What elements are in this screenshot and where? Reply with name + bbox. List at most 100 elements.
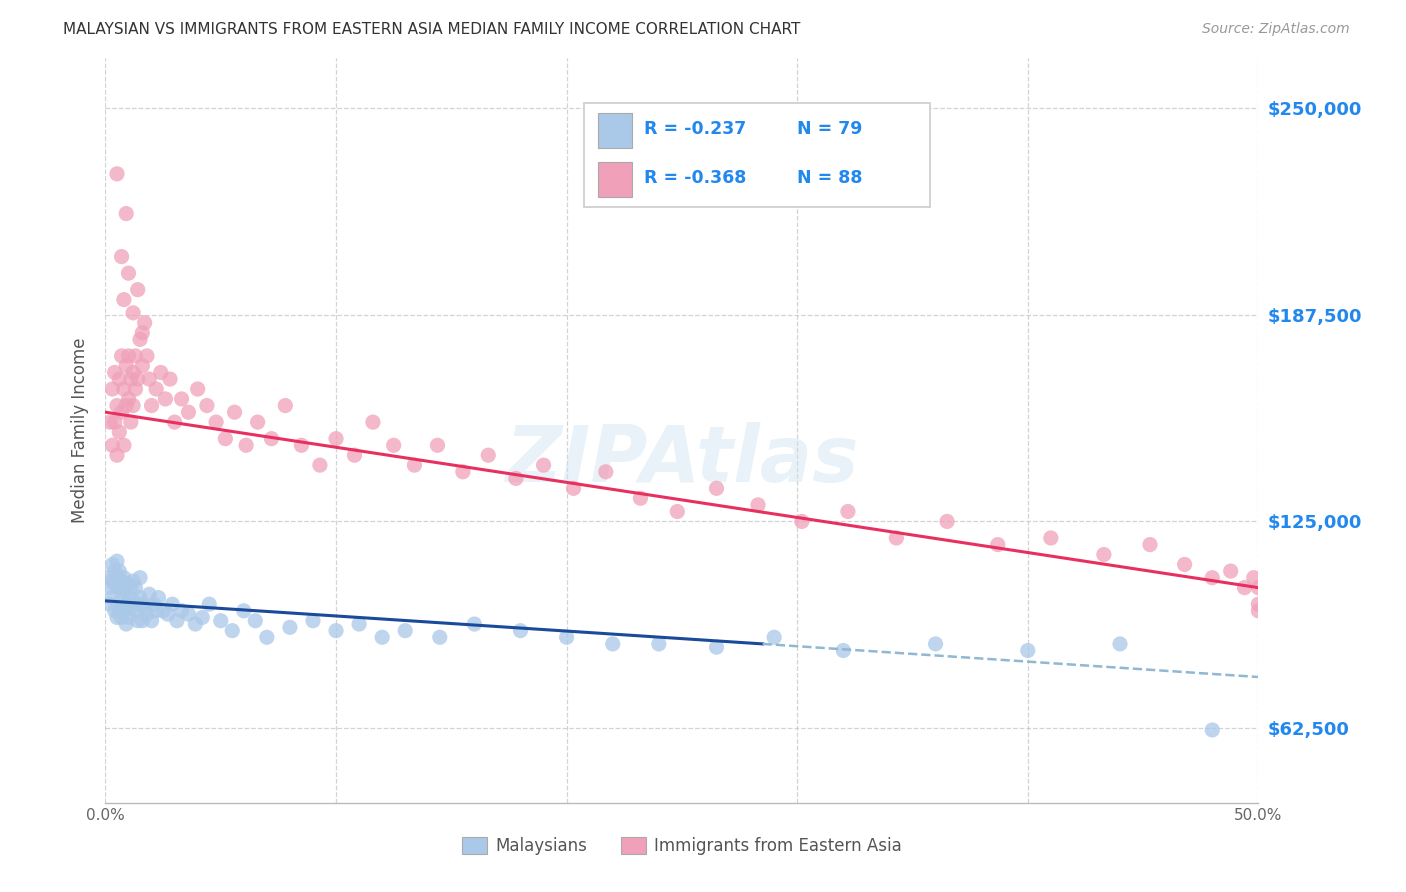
- Point: [177, 607, 200, 621]
- Point: [224, 405, 246, 419]
- Point: [246, 415, 269, 429]
- Point: [195, 399, 218, 413]
- Point: [1247, 604, 1270, 618]
- Point: [347, 617, 370, 632]
- Point: [98, 597, 121, 611]
- Point: [110, 349, 132, 363]
- Point: [1247, 597, 1270, 611]
- FancyBboxPatch shape: [583, 103, 929, 207]
- Point: [127, 614, 149, 628]
- Point: [112, 293, 135, 307]
- Point: [837, 504, 859, 518]
- Point: [1247, 581, 1270, 595]
- Point: [429, 630, 451, 644]
- Point: [105, 399, 128, 413]
- Text: R = -0.237: R = -0.237: [644, 120, 747, 138]
- Point: [1201, 723, 1223, 737]
- Point: [924, 637, 946, 651]
- Point: [129, 332, 152, 346]
- Point: [131, 614, 153, 628]
- Point: [1174, 558, 1197, 572]
- Point: [148, 591, 170, 605]
- Point: [101, 382, 124, 396]
- Point: [120, 600, 142, 615]
- Point: [555, 630, 578, 644]
- Point: [104, 415, 127, 429]
- Point: [278, 620, 301, 634]
- Point: [108, 581, 131, 595]
- Point: [1233, 581, 1256, 595]
- Text: N = 88: N = 88: [797, 169, 863, 187]
- Point: [110, 591, 132, 605]
- Point: [124, 581, 146, 595]
- Point: [124, 382, 146, 396]
- Point: [191, 610, 214, 624]
- Point: [138, 372, 160, 386]
- Point: [1201, 571, 1223, 585]
- Point: [325, 624, 347, 638]
- Point: [105, 167, 128, 181]
- Point: [1092, 548, 1115, 562]
- Point: [162, 597, 184, 611]
- Point: [120, 415, 142, 429]
- Point: [232, 604, 254, 618]
- Point: [1109, 637, 1132, 651]
- Point: [505, 471, 527, 485]
- Point: [214, 432, 236, 446]
- Point: [117, 392, 139, 406]
- Point: [1219, 564, 1241, 578]
- Point: [256, 630, 278, 644]
- Point: [129, 571, 152, 585]
- Point: [112, 382, 135, 396]
- Point: [886, 531, 908, 545]
- Point: [112, 583, 135, 598]
- Point: [110, 574, 132, 588]
- Point: [394, 624, 416, 638]
- Point: [145, 382, 167, 396]
- Point: [170, 392, 193, 406]
- Point: [142, 597, 165, 611]
- Point: [134, 600, 156, 615]
- Point: [108, 372, 131, 386]
- Point: [122, 366, 145, 380]
- Point: [105, 448, 128, 462]
- Point: [122, 594, 145, 608]
- FancyBboxPatch shape: [598, 162, 633, 197]
- Point: [104, 564, 127, 578]
- Point: [155, 392, 177, 406]
- Point: [120, 372, 142, 386]
- Text: Source: ZipAtlas.com: Source: ZipAtlas.com: [1202, 22, 1350, 37]
- Point: [129, 591, 152, 605]
- Point: [145, 604, 167, 618]
- Point: [136, 349, 159, 363]
- Point: [382, 438, 405, 452]
- Point: [112, 604, 135, 618]
- Point: [628, 491, 651, 506]
- Point: [101, 574, 124, 588]
- Point: [101, 591, 124, 605]
- Point: [763, 630, 786, 644]
- Point: [184, 617, 207, 632]
- Point: [205, 415, 228, 429]
- Point: [98, 415, 121, 429]
- Point: [105, 571, 128, 585]
- Text: MALAYSIAN VS IMMIGRANTS FROM EASTERN ASIA MEDIAN FAMILY INCOME CORRELATION CHART: MALAYSIAN VS IMMIGRANTS FROM EASTERN ASI…: [63, 22, 800, 37]
- Point: [463, 617, 485, 632]
- Point: [163, 415, 186, 429]
- Point: [117, 577, 139, 591]
- Point: [115, 206, 138, 220]
- Point: [98, 581, 121, 595]
- Point: [1139, 538, 1161, 552]
- Point: [156, 607, 179, 621]
- Point: [477, 448, 499, 462]
- Point: [141, 614, 163, 628]
- Point: [309, 458, 332, 472]
- Point: [104, 366, 127, 380]
- Point: [170, 604, 193, 618]
- Point: [108, 425, 131, 439]
- Point: [1039, 531, 1062, 545]
- Point: [131, 359, 153, 373]
- Point: [198, 597, 221, 611]
- Point: [131, 326, 153, 340]
- Point: [987, 538, 1010, 552]
